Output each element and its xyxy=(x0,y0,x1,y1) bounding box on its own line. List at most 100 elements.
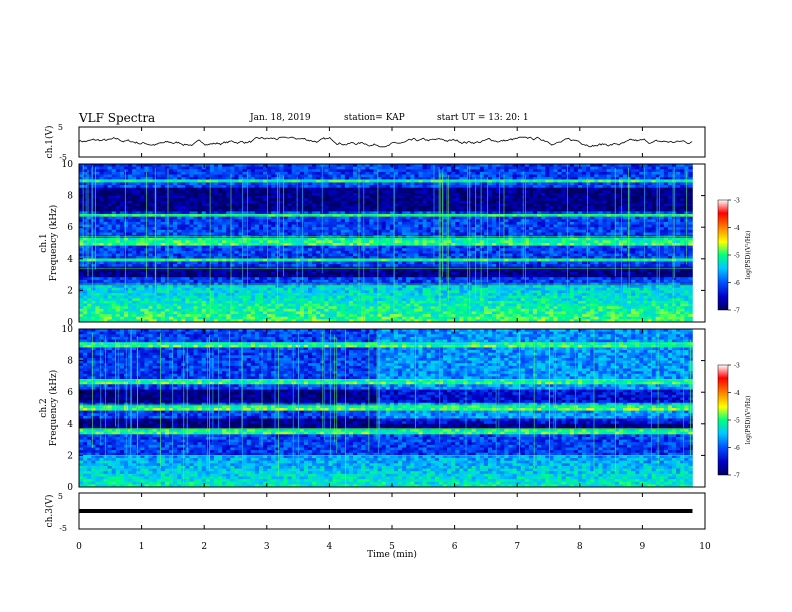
spectrogram-cell xyxy=(438,174,444,178)
spectrogram-cell xyxy=(344,185,350,188)
spectrogram-cell xyxy=(91,192,96,196)
spectrogram-cell xyxy=(91,171,96,175)
spectrogram-cell xyxy=(353,221,358,225)
spectrogram-cell xyxy=(242,185,247,188)
spectrogram-cell xyxy=(410,174,415,178)
spectrogram-cell xyxy=(336,240,342,244)
spectrogram-cell xyxy=(594,214,599,217)
spectrogram-cell xyxy=(99,174,104,178)
spectrogram-cell xyxy=(361,229,366,233)
spectrogram-cell xyxy=(496,164,501,167)
spectrogram-cell xyxy=(598,232,603,236)
spectrogram-cell xyxy=(91,164,96,167)
spectrogram-cell xyxy=(402,192,407,196)
spectrogram-cell xyxy=(667,214,673,217)
spectrogram-cell xyxy=(553,203,558,207)
spectrogram-cell xyxy=(316,211,321,215)
spectrogram-cell xyxy=(573,214,579,217)
spectrogram-cell xyxy=(635,174,640,178)
spectrogram-cell xyxy=(91,216,96,220)
spectrogram-cell xyxy=(361,185,366,188)
spectrogram-cell xyxy=(426,169,432,173)
spectrogram-cell xyxy=(177,192,182,196)
spectrogram-cell xyxy=(393,229,399,233)
spectrogram-cell xyxy=(287,206,292,210)
spectrogram-cell xyxy=(295,177,301,181)
spectrogram-cell xyxy=(500,243,505,246)
spectrogram-cell xyxy=(479,208,485,212)
spectrogram-cell xyxy=(451,200,456,204)
spectrogram-cell xyxy=(479,164,485,167)
spectrogram-cell xyxy=(618,192,624,196)
spectrogram-cell xyxy=(496,232,501,236)
spectrogram-cell xyxy=(353,195,358,199)
spectrogram-cell xyxy=(353,169,358,173)
spectrogram-cell xyxy=(582,237,587,241)
spectrogram-cell xyxy=(422,169,427,173)
spectrogram-cell xyxy=(185,243,190,246)
spectrogram-cell xyxy=(353,179,358,183)
spectrogram-cell xyxy=(447,177,452,181)
spectrogram-cell xyxy=(455,177,460,181)
spectrogram-cell xyxy=(340,219,346,223)
spectrogram-cell xyxy=(663,169,669,173)
spectrogram-cell xyxy=(483,245,489,249)
spectrogram-cell xyxy=(213,174,219,178)
spectrogram-cell xyxy=(594,174,599,178)
spectrogram-cell xyxy=(602,182,607,186)
spectrogram-cell xyxy=(639,198,644,202)
spectrogram-cell xyxy=(152,248,158,252)
spectrogram-cell xyxy=(422,211,427,215)
spectrogram-cell xyxy=(361,208,366,212)
spectrogram-cell xyxy=(455,229,460,233)
spectrogram-cell xyxy=(561,216,566,220)
spectrogram-cell xyxy=(303,166,309,170)
spectrogram-cell xyxy=(353,171,358,175)
spectrogram-cell xyxy=(344,164,350,167)
spectrogram-cell xyxy=(119,198,125,202)
spectrogram-cell xyxy=(537,237,542,241)
spectrogram-cell xyxy=(582,243,587,246)
spectrogram-cell xyxy=(496,177,501,181)
spectrogram-cell xyxy=(324,192,329,196)
spectrogram-cell xyxy=(177,190,182,194)
date-label: Jan. 18, 2019 xyxy=(250,113,311,123)
spectrogram-cell xyxy=(487,190,493,194)
spectrogram-cell xyxy=(336,243,342,246)
spectrogram-cell xyxy=(426,224,432,228)
spectrogram-cell xyxy=(631,227,636,231)
spectrogram-cell xyxy=(602,227,607,231)
spectrogram-cell xyxy=(213,237,219,241)
spectrogram-cell xyxy=(263,171,268,175)
spectrogram-cell xyxy=(136,190,141,194)
spectrogram-cell xyxy=(365,216,370,220)
spectrogram-cell xyxy=(610,203,616,207)
spectrogram-cell xyxy=(598,187,603,191)
spectrogram-cell xyxy=(373,166,378,170)
spectrogram-cell xyxy=(246,237,252,241)
spectrogram-cell xyxy=(254,174,260,178)
spectrogram-cell xyxy=(132,229,137,233)
spectrogram-cell xyxy=(496,211,501,215)
spectrogram-cell xyxy=(614,185,620,188)
spectrogram-cell xyxy=(177,224,182,228)
spectrogram-cell xyxy=(168,237,174,241)
spectrogram-cell xyxy=(528,219,534,223)
spectrogram-cell xyxy=(381,195,387,199)
spectrogram-cell xyxy=(573,182,579,186)
spectrogram-cell xyxy=(418,243,423,246)
spectrogram-cell xyxy=(463,187,468,191)
spectrogram-cell xyxy=(398,169,403,173)
spectrogram-cell xyxy=(455,216,460,220)
spectrogram-cell xyxy=(549,185,554,188)
spectrogram-cell xyxy=(332,203,337,207)
spectrogram-cell xyxy=(541,166,546,170)
spectrogram-cell xyxy=(663,203,669,207)
spectrogram-cell xyxy=(361,182,366,186)
spectrogram-cell xyxy=(676,243,681,246)
spectrogram-cell xyxy=(303,237,309,241)
spectrogram-cell xyxy=(635,185,640,188)
spectrogram-cell xyxy=(79,229,84,233)
spectrogram-cell xyxy=(524,232,530,236)
spectrogram-cell xyxy=(561,190,566,194)
